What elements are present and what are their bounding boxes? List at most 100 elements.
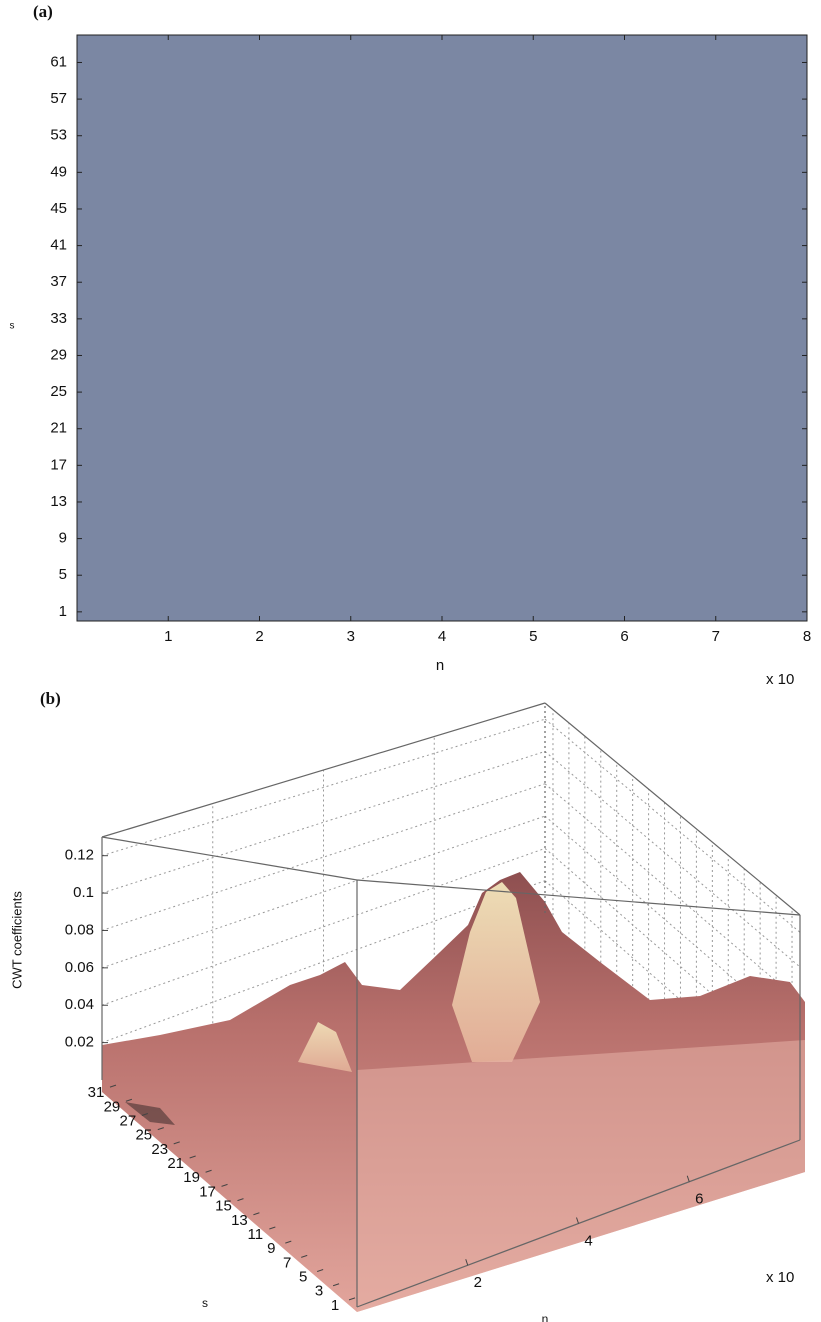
grid-line bbox=[101, 718, 546, 857]
x-tick-label: 1 bbox=[164, 628, 172, 645]
surface-shadow bbox=[125, 1102, 175, 1125]
y-tick-label: 11 bbox=[248, 1226, 264, 1243]
y-tick-label: 27 bbox=[120, 1112, 137, 1129]
x-tick-label: 2 bbox=[474, 1274, 482, 1291]
y-tick-label: 25 bbox=[135, 1127, 152, 1144]
tick-mark bbox=[157, 1127, 164, 1131]
grid-line bbox=[544, 718, 801, 933]
tick-mark bbox=[576, 1217, 579, 1224]
panel-b: 0.020.040.060.080.10.1224613579111315171… bbox=[9, 689, 805, 1322]
x-tick-label: 8 bbox=[803, 628, 811, 645]
surface bbox=[102, 872, 805, 1312]
tick-mark bbox=[269, 1226, 276, 1230]
tick-mark bbox=[221, 1183, 228, 1187]
x-multiplier: x 10 bbox=[766, 671, 794, 688]
y-tick-label: 31 bbox=[88, 1084, 105, 1101]
x-tick-label: 4 bbox=[584, 1232, 592, 1249]
tick-mark bbox=[686, 1175, 690, 1182]
y-tick-label: 15 bbox=[215, 1198, 232, 1215]
z-tick-label: 0.06 bbox=[65, 959, 94, 976]
y-tick-label: 53 bbox=[50, 127, 67, 144]
y-tick-label: 7 bbox=[283, 1254, 291, 1271]
x-tick-label: 3 bbox=[347, 628, 355, 645]
tick-mark bbox=[253, 1212, 260, 1216]
tick-mark bbox=[125, 1098, 133, 1102]
box-edge bbox=[356, 879, 801, 916]
x-tick-label: 6 bbox=[620, 628, 628, 645]
y-axis-label: s bbox=[202, 1296, 208, 1310]
grid-line bbox=[544, 783, 801, 1002]
box-edge bbox=[101, 836, 358, 881]
y-tick-label: 9 bbox=[267, 1240, 275, 1257]
panel-label: (a) bbox=[33, 2, 53, 21]
x-multiplier: x 10 bbox=[766, 1269, 794, 1286]
z-axis-label: CWT coefficients bbox=[9, 891, 24, 989]
x-axis-label: n bbox=[542, 1312, 549, 1322]
y-tick-label: 1 bbox=[331, 1297, 339, 1314]
tick-mark bbox=[465, 1259, 469, 1266]
z-tick-label: 0.12 bbox=[65, 847, 94, 864]
y-tick-label: 5 bbox=[59, 566, 67, 583]
tick-mark bbox=[285, 1240, 292, 1244]
grid-line bbox=[544, 751, 801, 968]
y-tick-label: 5 bbox=[299, 1269, 307, 1286]
tick-mark bbox=[316, 1269, 324, 1273]
y-tick-label: 19 bbox=[183, 1169, 200, 1186]
z-tick-label: 0.1 bbox=[73, 884, 94, 901]
y-tick-label: 13 bbox=[50, 493, 67, 510]
grid-line bbox=[101, 847, 546, 1006]
y-tick-label: 9 bbox=[59, 530, 67, 547]
y-tick-label: 29 bbox=[104, 1098, 121, 1115]
surface-front bbox=[357, 1040, 805, 1312]
y-tick-label: 3 bbox=[315, 1283, 323, 1300]
box-edge bbox=[101, 702, 546, 838]
tick-mark bbox=[237, 1198, 244, 1202]
y-tick-label: 45 bbox=[50, 200, 67, 217]
x-tick-label: 7 bbox=[712, 628, 720, 645]
surface-peak bbox=[452, 882, 540, 1062]
z-tick-label: 0.04 bbox=[65, 996, 94, 1013]
x-axis-label: n bbox=[436, 657, 444, 674]
y-tick-label: 61 bbox=[50, 53, 67, 70]
y-axis-label: s bbox=[10, 321, 15, 332]
y-tick-label: 29 bbox=[50, 346, 67, 363]
y-tick-label: 17 bbox=[199, 1183, 216, 1200]
tick-mark bbox=[109, 1084, 117, 1088]
heatmap-field bbox=[76, 34, 808, 622]
y-tick-label: 17 bbox=[50, 456, 67, 473]
y-tick-label: 37 bbox=[50, 273, 67, 290]
grid-line bbox=[101, 815, 546, 969]
grid-line bbox=[101, 880, 546, 1044]
z-tick-label: 0.08 bbox=[65, 921, 94, 938]
box bbox=[101, 702, 801, 1308]
y-tick-label: 57 bbox=[50, 90, 67, 107]
grid-line bbox=[101, 750, 546, 894]
y-tick-label: 41 bbox=[50, 237, 67, 254]
x-tick-label: 2 bbox=[255, 628, 263, 645]
y-tick-label: 33 bbox=[50, 310, 67, 327]
y-tick-label: 21 bbox=[167, 1155, 184, 1172]
x-tick-label: 6 bbox=[695, 1191, 703, 1208]
tick-mark bbox=[205, 1169, 212, 1173]
y-tick-label: 21 bbox=[50, 420, 67, 437]
y-tick-label: 25 bbox=[50, 383, 67, 400]
grid-line bbox=[544, 880, 801, 1106]
tick-mark bbox=[332, 1283, 340, 1287]
x-tick-label: 5 bbox=[529, 628, 537, 645]
panel-label: (b) bbox=[40, 689, 61, 708]
x-tick-label: 4 bbox=[438, 628, 446, 645]
z-tick-label: 0.02 bbox=[65, 1034, 94, 1051]
y-tick-label: 23 bbox=[151, 1141, 168, 1158]
tick-mark bbox=[301, 1254, 308, 1258]
tick-mark bbox=[173, 1141, 180, 1145]
y-tick-label: 13 bbox=[231, 1212, 248, 1229]
box-edge bbox=[544, 702, 801, 916]
y-tick-label: 49 bbox=[50, 163, 67, 180]
tick-mark bbox=[348, 1297, 356, 1301]
tick-mark bbox=[141, 1112, 149, 1116]
tick-mark bbox=[189, 1155, 196, 1159]
surface-peak bbox=[298, 1022, 352, 1072]
y-tick-label: 1 bbox=[59, 603, 67, 620]
